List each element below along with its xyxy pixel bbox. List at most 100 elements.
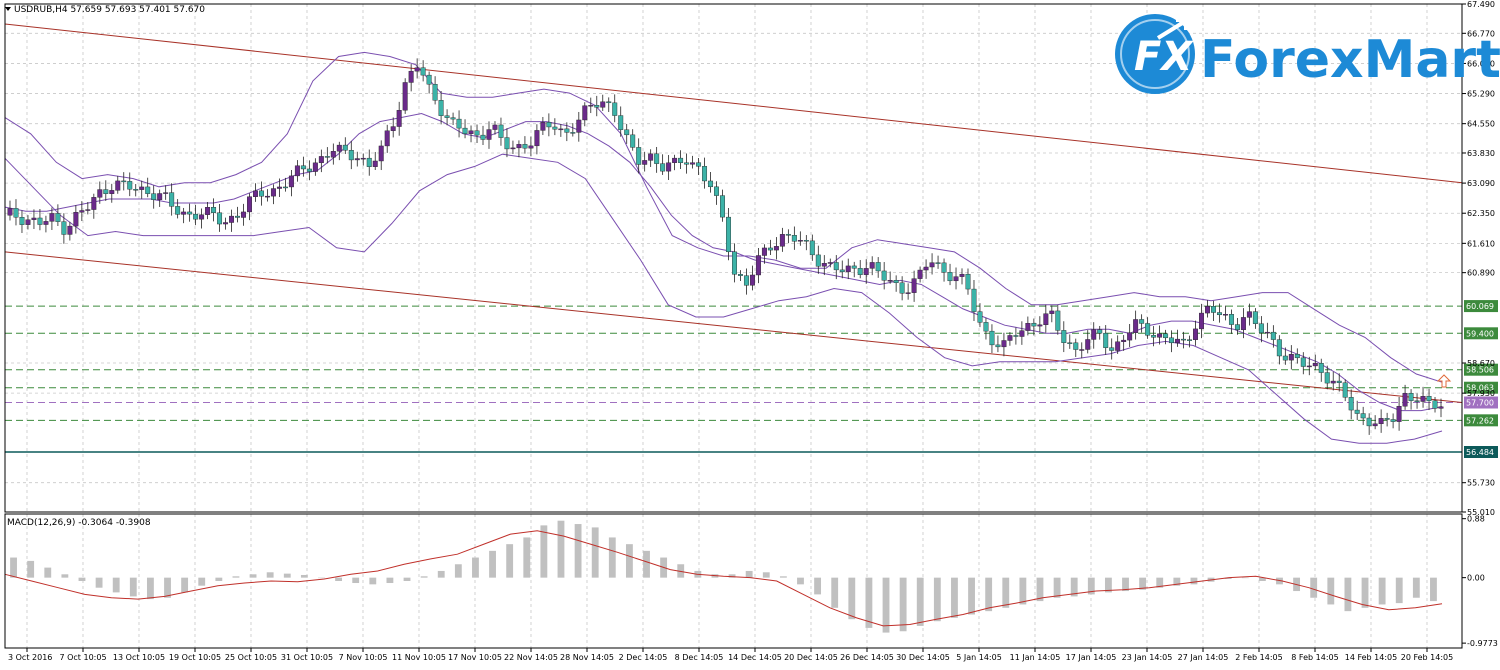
candle-body [1139,319,1145,324]
macd-bar [762,572,770,578]
candle [43,215,49,233]
macd-bar [249,574,257,578]
candle-body [1384,418,1390,420]
candle-body [618,115,624,130]
candle-body [402,82,408,111]
macd-bar [1122,577,1129,592]
candle-body [630,134,636,148]
candle [833,255,839,280]
candle [396,101,402,136]
candle-body [666,162,672,172]
candle [1366,413,1372,435]
candle-body [642,160,648,165]
candle [875,257,881,278]
candle [55,204,61,226]
candle [1300,352,1306,375]
candle [480,125,486,145]
candle-body [25,219,31,225]
candle [779,227,785,252]
candle-body [37,217,43,225]
candle [235,206,240,223]
candle [504,128,510,158]
candle-body [1414,400,1420,402]
chart-frames [4,3,1463,649]
candle-body [318,156,324,164]
candle-body [989,330,995,346]
candle-body [815,254,821,267]
macd-bar [985,577,993,612]
x-tick-label: 3 Oct 2016 [8,653,52,662]
macd-bar [728,574,736,578]
candle-body [1085,339,1091,350]
candle-body [73,212,79,227]
candle-body [1240,317,1246,331]
x-tick-label: 19 Oct 10:05 [169,653,221,662]
x-tick-label: 13 Oct 10:05 [113,653,165,662]
candle [947,263,953,286]
candle [1151,326,1157,347]
x-tick-label: 2 Dec 14:05 [619,653,668,662]
candle [468,125,474,143]
candle [1055,304,1061,335]
candle [755,247,761,284]
candle [773,237,779,260]
candle-body [288,175,294,188]
candle-body [13,208,19,218]
candle-body [342,144,348,151]
candle-body [785,234,791,236]
candle [73,205,79,234]
candle-body [175,206,181,215]
candle [7,200,13,221]
level-label-box [1464,396,1498,409]
candle [498,117,504,146]
candle [121,172,127,191]
candle [1115,335,1121,354]
candle-body [1067,342,1073,344]
candle [815,245,821,274]
candle [971,280,977,321]
candle-body [1199,312,1204,330]
chevron-down-icon[interactable] [5,7,11,11]
x-tick-label: 22 Nov 14:05 [504,653,558,662]
candle [19,210,25,234]
candle [1181,331,1187,349]
candle [1252,308,1258,329]
candle-body [1354,409,1360,414]
macd-bar [523,537,531,578]
candle-body [97,189,103,198]
candle [977,303,983,328]
candle [821,255,827,276]
symbol-header[interactable]: USDRUB,H4 57.659 57.693 57.401 57.670 [5,5,205,15]
candle [767,239,773,256]
candle [1073,338,1079,358]
candle-body [199,214,205,220]
candle-body [1330,380,1336,384]
candle [720,189,725,222]
candle [1354,400,1360,421]
candle-body [1342,382,1348,398]
candle-body [1216,312,1222,316]
candle [1432,397,1438,413]
candle-body [1007,335,1013,341]
macd-bar [882,577,890,633]
candle-body [863,268,869,275]
candle-body [1049,310,1055,314]
candle [684,153,690,174]
macd-bar [283,573,291,578]
candle [570,123,576,137]
candle [959,268,965,285]
candle [1085,330,1091,354]
macd-panel-frame [4,513,1463,649]
macd-bar [1430,577,1437,602]
candle-body [654,153,660,164]
candle [312,158,318,176]
macd-info: MACD(12,26,9) -0.3064 -0.3908 [7,518,151,528]
candle [360,153,366,166]
candle-body [983,322,989,332]
candle [241,203,246,226]
forexmart-logo: FX ForexMart [1115,14,1500,94]
candle [606,97,612,112]
candle-body [1366,417,1372,427]
macd-bar [1361,577,1369,608]
candle [528,136,534,157]
